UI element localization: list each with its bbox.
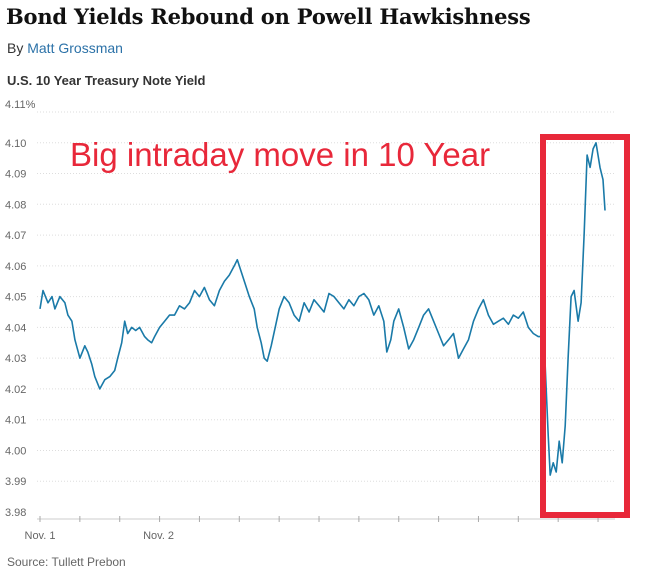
x-tick-label: Nov. 2 xyxy=(143,530,174,542)
annotation-text: Big intraday move in 10 Year xyxy=(70,136,490,173)
chart-gridlines xyxy=(37,111,615,482)
chart-title: U.S. 10 Year Treasury Note Yield xyxy=(7,73,206,88)
headline: Bond Yields Rebound on Powell Hawkishnes… xyxy=(6,4,531,29)
y-tick-label: 4.00 xyxy=(5,445,26,457)
y-tick-label: 3.99 xyxy=(5,476,26,488)
author-link[interactable]: Matt Grossman xyxy=(27,40,123,56)
source-note: Source: Tullett Prebon xyxy=(7,555,126,569)
y-tick-label: 4.08 xyxy=(5,199,26,211)
x-tick-label: Nov. 1 xyxy=(25,530,56,542)
annotation-layer: Big intraday move in 10 Year xyxy=(70,134,630,518)
highlight-box xyxy=(540,134,630,518)
x-axis: Nov. 1 Nov. 2 xyxy=(25,516,615,542)
y-tick-label: 4.03 xyxy=(5,353,26,365)
series-layer xyxy=(39,142,606,476)
y-tick-label: 4.05 xyxy=(5,292,26,304)
byline-prefix: By xyxy=(7,40,24,56)
y-tick-label: 4.11% xyxy=(5,99,36,111)
series-line xyxy=(39,142,606,476)
byline: By Matt Grossman xyxy=(7,40,123,56)
y-tick-label: 4.02 xyxy=(5,384,26,396)
y-tick-label: 4.04 xyxy=(5,322,26,334)
y-tick-label: 4.01 xyxy=(5,415,26,427)
y-axis-ticks: 4.11% 4.10 4.09 4.08 4.07 4.06 4.05 4.04 4.03 4.0… xyxy=(5,99,36,519)
y-tick-label: 4.09 xyxy=(5,169,26,181)
y-tick-label: 3.98 xyxy=(5,507,26,519)
y-tick-label: 4.06 xyxy=(5,261,26,273)
y-tick-label: 4.07 xyxy=(5,230,26,242)
y-tick-label: 4.10 xyxy=(5,138,26,150)
